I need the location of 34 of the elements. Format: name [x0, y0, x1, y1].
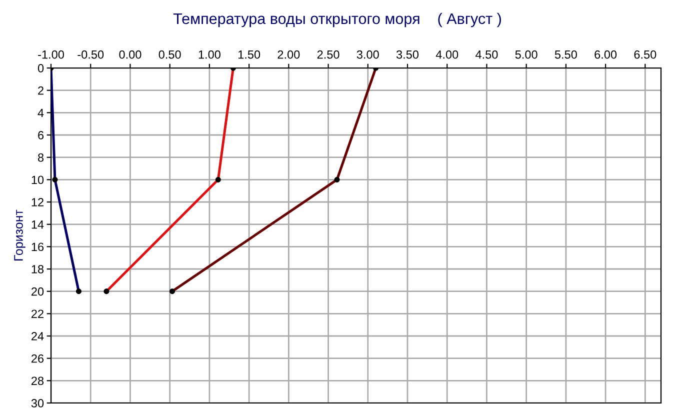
x-tick-label: 0.50: [158, 50, 181, 59]
x-tick-label: 3.00: [356, 50, 379, 59]
y-tick-label: 0: [38, 64, 44, 72]
x-tick-label: 5.00: [515, 50, 538, 59]
y-tick-label: 26: [32, 354, 44, 363]
y-tick-label: 24: [32, 332, 44, 340]
x-tick-label: 4.00: [436, 50, 458, 59]
y-tick-label: 8: [38, 153, 44, 162]
y-tick-label: 20: [32, 287, 44, 296]
x-tick-label: 5.50: [554, 50, 577, 59]
x-tick-label: -0.50: [78, 50, 104, 59]
x-tick-label: -1.00: [38, 50, 64, 59]
x-tick-label: 4.50: [476, 50, 498, 59]
x-tick-label: 2.50: [317, 50, 340, 59]
y-tick-label: 28: [32, 376, 44, 386]
y-tick-label: 10: [32, 176, 44, 184]
y-tick-label: 30: [31, 399, 44, 408]
y-tick-label: 4: [38, 108, 44, 117]
y-tick-label: 22: [32, 310, 44, 318]
y-tick-label: 14: [32, 220, 44, 229]
x-tick-label: 3.50: [396, 50, 419, 59]
x-tick-label: 1.00: [198, 50, 220, 59]
y-tick-label: 2: [38, 86, 44, 95]
x-tick-label: 2.00: [278, 50, 300, 59]
y-tick-label: 16: [32, 242, 44, 252]
y-axis-title: Горизонт: [14, 210, 26, 260]
chart-title: Температура воды открытого моря ( Август ): [173, 12, 501, 28]
y-tick-label: 6: [38, 131, 44, 140]
y-tick-label: 18: [32, 265, 44, 274]
x-tick-label: 0.00: [119, 50, 142, 59]
x-tick-label: 1.50: [238, 50, 260, 59]
y-tick-label: 12: [32, 198, 44, 206]
x-tick-label: 6.50: [634, 50, 656, 59]
x-tick-label: 6.00: [594, 50, 617, 59]
